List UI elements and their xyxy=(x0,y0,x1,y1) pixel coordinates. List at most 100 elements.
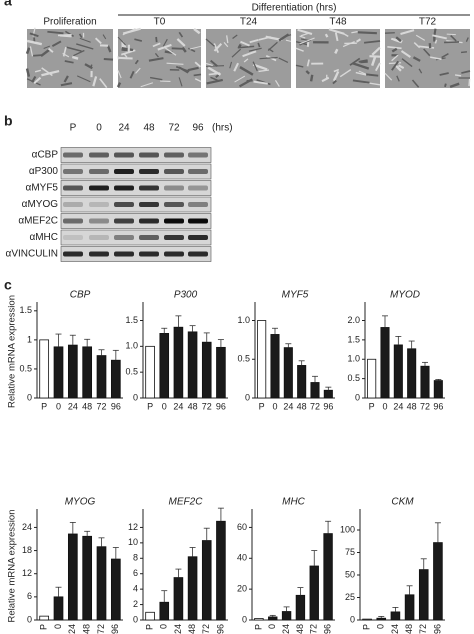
cell xyxy=(258,36,271,41)
band xyxy=(164,202,184,207)
cell xyxy=(391,54,399,62)
bar xyxy=(159,601,170,621)
x-tick-label: 48 xyxy=(407,401,417,411)
bar xyxy=(82,535,93,621)
cell xyxy=(152,42,161,48)
cell xyxy=(434,39,438,44)
blot-label: αCBP xyxy=(32,150,59,161)
x-tick-label: 72 xyxy=(418,624,428,634)
cell xyxy=(324,33,329,38)
cell xyxy=(465,37,469,42)
band xyxy=(89,169,109,174)
blot-label: αVINCULIN xyxy=(6,249,58,260)
cell xyxy=(253,80,268,85)
band xyxy=(63,235,83,240)
bar xyxy=(96,546,107,621)
cell xyxy=(450,34,457,42)
band xyxy=(89,152,109,158)
bar xyxy=(418,569,429,621)
blot-strip xyxy=(60,229,212,246)
cell xyxy=(384,72,393,81)
y-tick-label: 4 xyxy=(133,584,138,594)
y-tick-label: 10 xyxy=(128,537,138,547)
y-axis-label: Relative mRNA expression xyxy=(7,295,18,408)
x-tick-label: 24 xyxy=(173,624,183,634)
x-tick-label: 48 xyxy=(404,624,414,634)
image-label: T48 xyxy=(329,17,347,28)
bar xyxy=(376,617,387,621)
y-tick-label: 0 xyxy=(355,392,360,402)
cell xyxy=(62,46,67,57)
cell xyxy=(460,51,468,54)
cell xyxy=(274,80,280,87)
micrograph xyxy=(206,29,291,88)
bar xyxy=(67,533,78,621)
cell xyxy=(355,71,367,76)
band xyxy=(63,169,83,174)
cell xyxy=(25,68,31,77)
x-tick-label: 96 xyxy=(111,401,121,411)
x-tick-label: 24 xyxy=(281,624,291,634)
x-tick-label: P xyxy=(144,624,154,630)
x-tick-label: 48 xyxy=(295,624,305,634)
x-tick-label: 72 xyxy=(310,401,320,411)
y-tick-label: 0 xyxy=(242,614,247,624)
bar xyxy=(216,346,226,399)
x-tick-label: 48 xyxy=(82,624,92,634)
chart-title: CKM xyxy=(391,497,414,508)
cell xyxy=(76,43,94,50)
band xyxy=(63,185,83,191)
bar xyxy=(53,596,64,621)
cell xyxy=(73,49,85,57)
band xyxy=(139,152,159,158)
image-label: T24 xyxy=(240,17,258,28)
cell xyxy=(258,69,270,73)
bar xyxy=(173,326,184,399)
cell xyxy=(78,33,83,38)
cell xyxy=(439,72,449,76)
panel-label: a xyxy=(4,0,12,9)
bar xyxy=(82,346,93,399)
lane-label: P xyxy=(70,123,77,134)
cell xyxy=(295,64,304,68)
cell xyxy=(134,59,139,65)
cell xyxy=(297,28,313,35)
cell xyxy=(210,59,219,67)
band xyxy=(164,169,184,174)
cell xyxy=(229,61,233,69)
cell xyxy=(66,46,82,52)
cell xyxy=(391,47,398,53)
bar xyxy=(159,333,170,399)
bar xyxy=(187,331,198,399)
cell xyxy=(249,38,259,44)
bar xyxy=(281,611,292,621)
y-tick-label: 24 xyxy=(22,522,32,532)
cell xyxy=(441,53,449,59)
cell xyxy=(418,45,435,49)
y-tick-label: 1.0 xyxy=(125,341,138,351)
cell xyxy=(444,83,447,88)
bar xyxy=(201,540,212,621)
cell xyxy=(26,39,43,46)
cell xyxy=(34,69,41,73)
bar xyxy=(39,339,50,399)
y-tick-label: 0.5 xyxy=(19,363,32,373)
cell xyxy=(122,28,136,36)
y-tick-label: 0 xyxy=(27,614,32,624)
cell xyxy=(116,82,122,88)
cell xyxy=(176,38,186,47)
cell xyxy=(47,47,54,53)
cell xyxy=(432,34,447,40)
cell xyxy=(444,41,460,44)
lane-label: 72 xyxy=(168,123,180,134)
cell xyxy=(371,46,381,56)
band xyxy=(139,202,159,207)
micrograph xyxy=(296,29,380,88)
cell xyxy=(117,36,126,46)
bar xyxy=(323,533,333,621)
cell xyxy=(84,63,93,70)
cell xyxy=(257,42,261,48)
cell xyxy=(181,46,187,53)
y-tick-label: 0.5 xyxy=(237,354,250,364)
bar xyxy=(420,365,430,399)
